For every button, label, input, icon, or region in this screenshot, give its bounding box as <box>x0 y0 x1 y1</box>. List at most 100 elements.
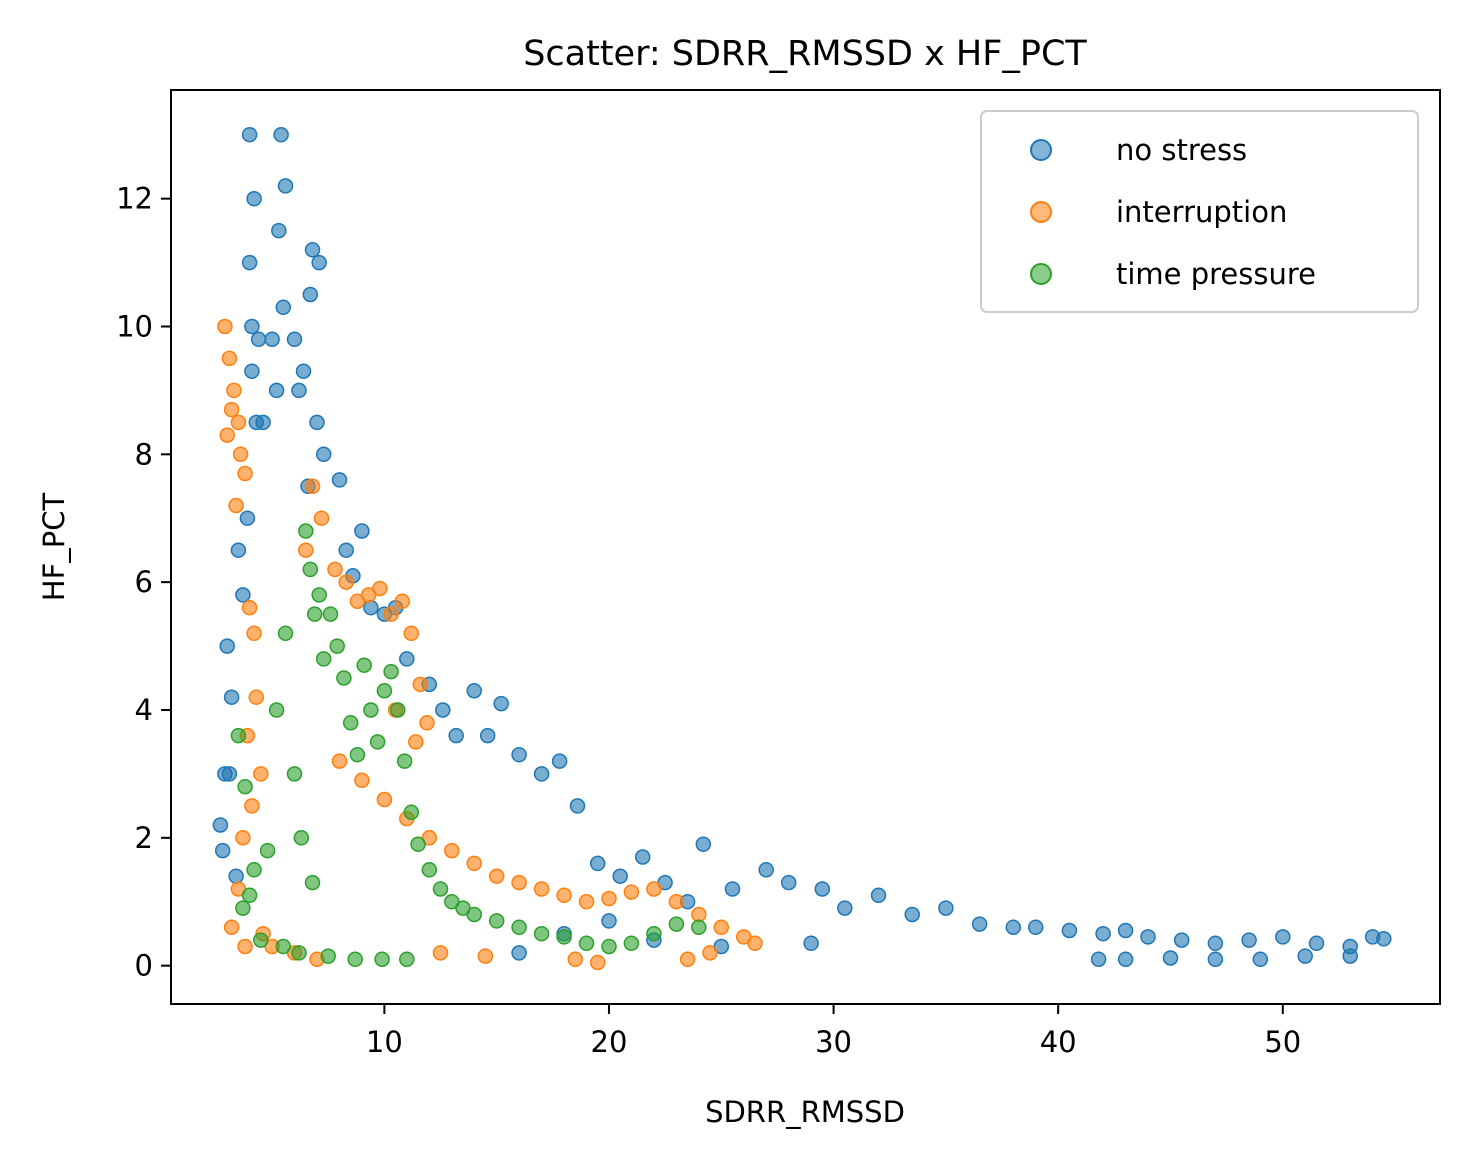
point-time-pressure <box>304 874 321 891</box>
point-no-stress <box>354 523 370 539</box>
point-no-stress <box>1173 932 1190 948</box>
point-time-pressure <box>421 862 438 878</box>
point-interruption <box>488 868 505 884</box>
point-interruption <box>223 401 240 418</box>
point-interruption <box>246 625 262 642</box>
point-no-stress <box>803 935 819 952</box>
point-time-pressure <box>237 778 253 795</box>
x-tick-label: 10 <box>366 1025 403 1059</box>
y-tick-label: 0 <box>135 949 153 983</box>
point-no-stress <box>904 906 920 923</box>
point-time-pressure <box>488 913 505 929</box>
point-interruption <box>298 542 314 558</box>
point-no-stress <box>230 542 247 558</box>
chart-title: Scatter: SDRR_RMSSD x HF_PCT <box>523 34 1087 74</box>
point-no-stress <box>569 798 586 814</box>
point-no-stress <box>511 945 527 961</box>
point-no-stress <box>1117 951 1134 968</box>
point-no-stress <box>275 299 292 316</box>
point-interruption <box>477 948 494 964</box>
x-axis: 10 20 30 40 50 <box>366 1004 1301 1059</box>
point-time-pressure <box>466 906 482 923</box>
point-interruption <box>623 884 640 900</box>
point-time-pressure <box>396 753 413 769</box>
point-interruption <box>394 593 411 610</box>
point-time-pressure <box>533 925 550 942</box>
point-no-stress <box>758 862 774 878</box>
point-time-pressure <box>253 932 269 948</box>
x-tick-label: 20 <box>591 1025 628 1059</box>
point-time-pressure <box>298 523 314 539</box>
point-no-stress <box>273 126 289 143</box>
point-time-pressure <box>410 836 426 852</box>
points-layer <box>212 126 1392 971</box>
point-time-pressure <box>259 842 276 859</box>
point-interruption <box>248 689 265 705</box>
point-interruption <box>232 446 249 463</box>
point-no-stress <box>870 887 887 904</box>
point-interruption <box>668 893 685 910</box>
point-time-pressure <box>322 606 339 622</box>
y-tick-label: 8 <box>135 437 153 471</box>
point-time-pressure <box>691 919 707 936</box>
point-time-pressure <box>403 804 420 821</box>
point-no-stress <box>1005 919 1022 936</box>
point-time-pressure <box>311 587 327 603</box>
point-no-stress <box>291 382 307 399</box>
legend-marker-interruption <box>1030 201 1052 223</box>
y-tick-label: 2 <box>135 821 153 855</box>
point-interruption <box>403 625 420 642</box>
point-time-pressure <box>623 935 640 952</box>
point-time-pressure <box>511 919 527 936</box>
point-time-pressure <box>363 702 379 718</box>
x-tick-label: 50 <box>1264 1025 1301 1059</box>
point-no-stress <box>268 382 285 399</box>
point-interruption <box>601 890 617 907</box>
legend-label-time-pressure: time pressure <box>1116 257 1316 291</box>
point-time-pressure <box>315 651 332 667</box>
point-no-stress <box>695 836 712 852</box>
point-no-stress <box>219 638 235 654</box>
legend-marker-no-stress <box>1030 139 1052 161</box>
point-no-stress <box>241 126 258 143</box>
point-no-stress <box>363 599 379 616</box>
series-no-stress <box>212 126 1392 968</box>
point-time-pressure <box>246 862 262 878</box>
point-interruption <box>237 465 253 482</box>
point-no-stress <box>1241 932 1257 948</box>
point-time-pressure <box>668 916 685 932</box>
point-no-stress <box>1275 929 1291 945</box>
point-interruption <box>237 938 253 955</box>
point-no-stress <box>295 363 312 379</box>
point-no-stress <box>589 855 606 872</box>
point-interruption <box>408 734 424 750</box>
point-time-pressure <box>342 715 359 731</box>
point-no-stress <box>938 900 954 916</box>
y-axis: 0 2 4 6 8 10 12 <box>116 182 171 983</box>
point-interruption <box>217 318 233 335</box>
point-interruption <box>466 855 482 872</box>
point-no-stress <box>466 683 482 699</box>
point-no-stress <box>1095 925 1111 942</box>
x-tick-label: 30 <box>815 1025 852 1059</box>
point-interruption <box>244 798 260 814</box>
point-no-stress <box>223 689 240 705</box>
point-interruption <box>331 753 348 769</box>
point-no-stress <box>304 242 321 258</box>
point-no-stress <box>246 190 262 207</box>
point-time-pressure <box>286 766 303 782</box>
point-time-pressure <box>329 638 345 654</box>
point-interruption <box>253 766 269 782</box>
point-no-stress <box>1207 935 1224 952</box>
point-time-pressure <box>275 938 292 955</box>
point-no-stress <box>814 881 831 897</box>
point-time-pressure <box>241 887 258 904</box>
point-no-stress <box>1117 922 1134 939</box>
point-no-stress <box>479 727 496 744</box>
legend-box <box>980 110 1419 313</box>
point-no-stress <box>277 178 294 194</box>
point-interruption <box>412 676 429 693</box>
point-time-pressure <box>291 945 307 961</box>
point-time-pressure <box>235 900 251 916</box>
point-interruption <box>713 919 730 936</box>
